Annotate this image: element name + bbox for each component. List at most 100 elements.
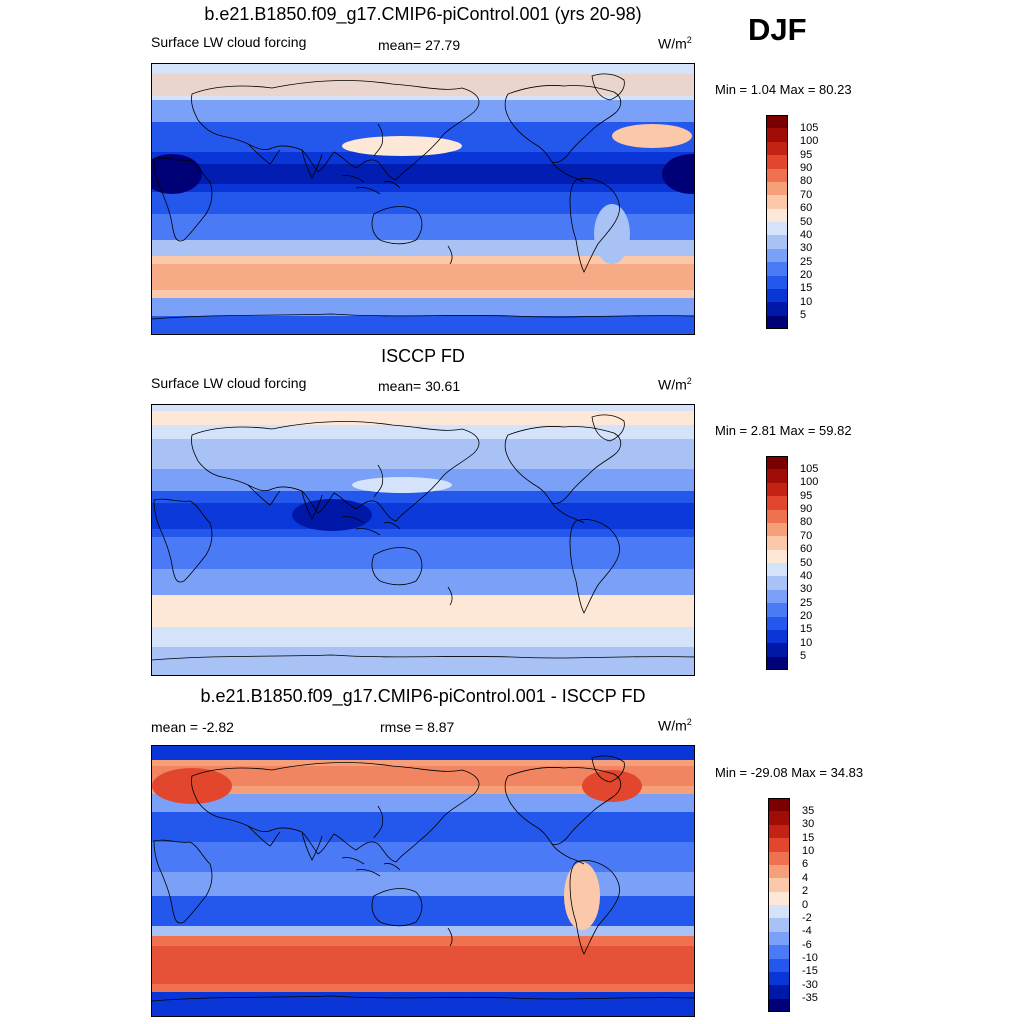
colorbar-swatch — [766, 235, 788, 249]
colorbar-swatch — [766, 589, 788, 604]
panel-title: b.e21.B1850.f09_g17.CMIP6-piControl.001 … — [204, 4, 642, 24]
colorbar-swatch — [768, 824, 790, 839]
colorbar-tick-label: 70 — [800, 188, 813, 201]
colorbar-tick-label: 10 — [800, 636, 813, 649]
colorbar-swatch — [766, 629, 788, 644]
colorbar-swatch — [766, 643, 788, 657]
colorbar-swatch — [766, 288, 788, 303]
colorbar-tick-label: 100 — [800, 476, 819, 489]
colorbar-swatch — [766, 576, 788, 590]
colorbar-tick-label: 40 — [800, 228, 813, 241]
colorbar-swatch — [768, 985, 790, 999]
mean-label: mean= 27.79 — [378, 37, 461, 53]
colorbar-tick-label: 2 — [802, 885, 809, 898]
colorbar-swatch — [766, 248, 788, 263]
colorbar-tick-label: 30 — [800, 242, 813, 255]
colorbar-tick-label: 105 — [800, 121, 819, 134]
colorbar-tick-label: 15 — [800, 282, 813, 295]
colorbar-tick-label: 30 — [802, 818, 815, 831]
unit-label: W/m2 — [658, 717, 692, 734]
colorbar-swatch — [768, 918, 790, 932]
colorbar-tick-label: 105 — [800, 462, 819, 475]
colorbar-swatch — [766, 315, 788, 329]
colorbar-swatch — [768, 851, 790, 865]
colorbar-tick-label: 90 — [800, 162, 813, 174]
colorbar-tick-label: 10 — [802, 845, 815, 857]
colorbar-tick-label: 40 — [800, 569, 813, 582]
colorbar-swatch — [766, 509, 788, 523]
colorbar-tick-label: 0 — [802, 898, 809, 911]
colorbar-swatch — [768, 838, 790, 852]
colorbar-swatch — [766, 536, 788, 550]
colorbar-tick-label: 4 — [802, 871, 809, 884]
colorbar-tick-label: -10 — [802, 952, 818, 964]
colorbar-swatch — [768, 811, 790, 825]
colorbar-swatch — [768, 878, 790, 892]
colorbar-tick-label: 100 — [800, 135, 819, 148]
colorbar-swatch — [766, 195, 788, 209]
colorbar-swatch — [768, 931, 790, 946]
map-field — [152, 64, 694, 334]
colorbar-swatch — [766, 155, 788, 169]
min-max-label: Min = -29.08 Max = 34.83 — [715, 765, 864, 780]
colorbar-tick-label: 70 — [800, 529, 813, 542]
colorbar: 105 100 95 90 80 70 60 50 40 30 25 20 15 10 5 — [766, 115, 846, 329]
variable-label: Surface LW cloud forcing — [151, 34, 307, 50]
colorbar-swatch — [766, 656, 788, 670]
colorbar-tick-label: 20 — [800, 610, 813, 622]
panel-title: ISCCP FD — [381, 346, 465, 366]
colorbar-tick-label: 5 — [800, 309, 807, 322]
colorbar-tick-label: 25 — [800, 596, 813, 609]
colorbar-tick-label: 6 — [802, 858, 809, 871]
map-field — [152, 746, 694, 1016]
colorbar: 105 100 95 90 80 70 60 50 40 30 25 20 15 10 5 — [766, 456, 846, 670]
colorbar-swatch — [766, 222, 788, 236]
unit-label: W/m2 — [658, 376, 692, 393]
mean-label: mean = -2.82 — [151, 719, 234, 735]
colorbar-tick-label: 5 — [800, 650, 807, 663]
colorbar-tick-label: -30 — [802, 978, 818, 991]
colorbar-swatch — [766, 141, 788, 156]
season-label: DJF — [748, 12, 807, 47]
map-plot-diff — [151, 745, 695, 1017]
colorbar-tick-label: 50 — [800, 556, 813, 569]
colorbar-swatch — [766, 275, 788, 289]
colorbar-swatch — [766, 616, 788, 630]
colorbar-swatch — [766, 456, 788, 470]
mean-label: mean= 30.61 — [378, 378, 461, 394]
colorbar: 35 30 15 10 6 4 2 0 -2 -4 -6 -10 -15 -30 -35 — [768, 798, 848, 1012]
colorbar-swatch — [766, 482, 788, 497]
map-field — [152, 405, 694, 675]
colorbar-swatch — [766, 469, 788, 483]
colorbar-tick-label: 90 — [800, 503, 813, 515]
colorbar-swatch — [768, 971, 790, 986]
colorbar-tick-label: 80 — [800, 516, 813, 529]
colorbar-swatch — [768, 958, 790, 972]
colorbar-tick-label: 25 — [800, 255, 813, 268]
colorbar-swatch — [766, 522, 788, 537]
rmse-label: rmse = 8.87 — [380, 719, 455, 735]
colorbar-tick-label: 95 — [800, 148, 813, 161]
colorbar-tick-label: 15 — [802, 831, 815, 844]
colorbar-swatch — [766, 208, 788, 222]
min-max-label: Min = 2.81 Max = 59.82 — [715, 423, 852, 438]
colorbar-swatch — [768, 798, 790, 812]
colorbar-tick-label: 50 — [800, 215, 813, 228]
colorbar-tick-label: 60 — [800, 543, 813, 556]
panel-title: b.e21.B1850.f09_g17.CMIP6-piControl.001 … — [200, 686, 646, 706]
colorbar-swatch — [766, 168, 788, 182]
colorbar-tick-label: -35 — [802, 992, 818, 1005]
colorbar-tick-label: 95 — [800, 489, 813, 502]
colorbar-tick-label: 15 — [800, 623, 813, 636]
colorbar-swatch — [768, 891, 790, 905]
colorbar-tick-label: -6 — [802, 938, 812, 951]
colorbar-tick-label: 60 — [800, 202, 813, 215]
colorbar-swatch — [766, 549, 788, 563]
colorbar-swatch — [766, 496, 788, 510]
colorbar-swatch — [768, 905, 790, 919]
colorbar-swatch — [768, 864, 790, 879]
map-plot-obs — [151, 404, 695, 676]
unit-label: W/m2 — [658, 35, 692, 52]
colorbar-tick-label: 30 — [800, 583, 813, 596]
colorbar-swatch — [766, 563, 788, 577]
